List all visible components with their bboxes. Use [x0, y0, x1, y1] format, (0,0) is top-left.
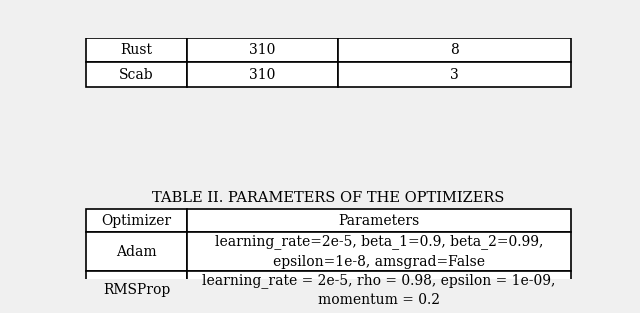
Bar	[338, 38, 571, 62]
Bar	[338, 62, 571, 87]
Bar	[187, 38, 338, 62]
Text: Parameters: Parameters	[338, 214, 419, 228]
Text: Optimizer: Optimizer	[102, 214, 172, 228]
Bar	[187, 209, 571, 232]
Bar	[86, 62, 187, 87]
Bar	[86, 209, 187, 232]
Bar	[86, 271, 187, 309]
Text: RMSProp: RMSProp	[103, 283, 170, 297]
Bar	[187, 62, 338, 87]
Text: 310: 310	[250, 43, 276, 57]
Text: learning_rate=2e-5, beta_1=0.9, beta_2=0.99,
epsilon=1e-8, amsgrad=False: learning_rate=2e-5, beta_1=0.9, beta_2=0…	[214, 234, 543, 269]
Bar	[86, 232, 187, 271]
Text: learning_rate = 2e-5, rho = 0.98, epsilon = 1e-09,
momentum = 0.2: learning_rate = 2e-5, rho = 0.98, epsilo…	[202, 273, 556, 307]
Bar	[86, 38, 187, 62]
Bar	[187, 271, 571, 309]
Text: Rust: Rust	[120, 43, 152, 57]
Bar	[187, 232, 571, 271]
Text: Adam: Adam	[116, 245, 157, 259]
Text: TABLE II. PARAMETERS OF THE OPTIMIZERS: TABLE II. PARAMETERS OF THE OPTIMIZERS	[152, 191, 504, 205]
Text: 3: 3	[450, 68, 459, 81]
Text: 310: 310	[250, 68, 276, 81]
Text: Scab: Scab	[119, 68, 154, 81]
Text: 8: 8	[450, 43, 459, 57]
